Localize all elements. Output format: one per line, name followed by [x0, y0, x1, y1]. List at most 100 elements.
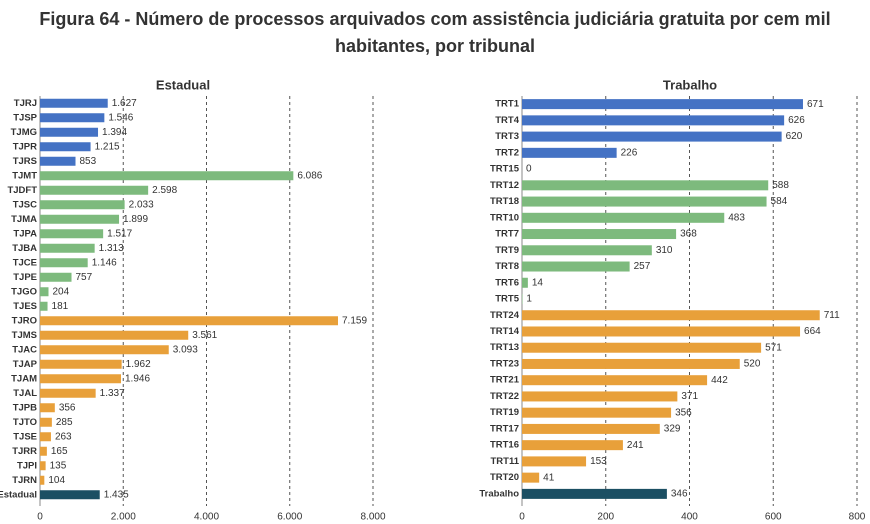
- bar: [522, 229, 677, 240]
- value-label: 1.899: [123, 214, 148, 225]
- bar: [40, 287, 49, 297]
- y-tick-label: TRT9: [495, 245, 519, 256]
- value-label: 671: [807, 99, 824, 110]
- bar: [40, 432, 51, 442]
- bar: [40, 243, 95, 253]
- y-tick-label: Estadual: [0, 489, 37, 500]
- value-label: 1.962: [126, 359, 151, 370]
- value-label: 853: [80, 156, 97, 167]
- x-tick-label: 0: [37, 512, 43, 523]
- bar: [522, 358, 740, 369]
- y-tick-label: TRT14: [490, 326, 520, 337]
- bar: [40, 171, 294, 181]
- bar: [522, 180, 769, 191]
- bar: [522, 342, 762, 353]
- y-tick-label: TJTO: [13, 417, 37, 428]
- x-tick-label: 8.000: [360, 512, 385, 523]
- y-tick-label: Trabalho: [479, 488, 519, 499]
- y-tick-label: TRT17: [490, 423, 519, 434]
- y-tick-label: TJSE: [13, 431, 37, 442]
- y-tick-label: TRT13: [490, 342, 519, 353]
- x-tick-label: 6.000: [277, 512, 302, 523]
- value-label: 584: [771, 196, 788, 207]
- value-label: 483: [728, 212, 745, 223]
- value-label: 0: [526, 164, 532, 175]
- bar: [522, 472, 540, 483]
- x-tick-label: 4.000: [194, 512, 219, 523]
- y-tick-label: TJPB: [13, 402, 37, 413]
- value-label: 14: [532, 277, 544, 288]
- bar: [40, 345, 169, 355]
- y-tick-label: TRT2: [495, 147, 519, 158]
- y-tick-label: TJMS: [12, 330, 37, 341]
- bar: [40, 127, 99, 137]
- value-label: 329: [664, 424, 681, 435]
- y-tick-label: TJRO: [12, 315, 37, 326]
- bar: [522, 196, 767, 207]
- value-label: 257: [634, 261, 651, 272]
- value-label: 1.337: [100, 388, 125, 399]
- bar: [40, 142, 91, 152]
- bar: [522, 375, 708, 386]
- y-tick-label: TJPI: [17, 460, 37, 471]
- y-tick-label: TJAM: [11, 373, 37, 384]
- y-tick-label: TJRS: [13, 156, 37, 167]
- y-tick-label: TRT19: [490, 407, 519, 418]
- y-tick-label: TRT8: [495, 261, 519, 272]
- bar: [40, 156, 76, 166]
- value-label: 263: [55, 431, 72, 442]
- bar: [40, 330, 189, 340]
- bar: [522, 212, 725, 223]
- y-tick-label: TJRR: [12, 446, 37, 457]
- value-label: 442: [711, 375, 728, 386]
- y-tick-label: TJMG: [11, 127, 37, 138]
- value-label: 285: [56, 417, 73, 428]
- bar: [40, 258, 88, 268]
- value-label: 135: [50, 460, 67, 471]
- value-label: 757: [76, 272, 93, 283]
- bar: [522, 99, 803, 110]
- bar: [522, 261, 630, 272]
- y-tick-label: TRT7: [495, 229, 519, 240]
- value-label: 1.546: [108, 112, 133, 123]
- y-tick-label: TRT5: [495, 294, 519, 305]
- value-label: 153: [590, 456, 607, 467]
- value-label: 711: [824, 310, 840, 321]
- y-tick-label: TJDFT: [7, 185, 37, 196]
- bar: [40, 98, 108, 108]
- y-tick-label: TJPR: [13, 141, 37, 152]
- bar: [40, 229, 104, 239]
- bar: [522, 488, 667, 499]
- value-label: 310: [656, 245, 673, 256]
- y-tick-label: TRT18: [490, 196, 519, 207]
- value-label: 664: [804, 326, 821, 337]
- value-label: 1.435: [104, 489, 129, 500]
- bar: [522, 407, 672, 418]
- bar: [40, 446, 47, 456]
- value-label: 520: [744, 359, 761, 370]
- value-label: 3.093: [173, 344, 198, 355]
- value-label: 1.215: [95, 141, 120, 152]
- x-tick-label: 400: [681, 512, 698, 523]
- bar: [40, 461, 46, 471]
- y-tick-label: TRT15: [490, 164, 520, 175]
- value-label: 368: [680, 229, 697, 240]
- bar: [40, 388, 96, 398]
- y-tick-label: TJAL: [13, 388, 37, 399]
- y-tick-label: TJMT: [12, 170, 37, 181]
- value-label: 1.946: [125, 373, 150, 384]
- y-tick-label: TJAC: [12, 344, 37, 355]
- value-label: 3.561: [192, 330, 217, 341]
- y-tick-label: TJPA: [13, 228, 37, 239]
- value-label: 626: [788, 115, 805, 126]
- value-label: 204: [52, 286, 69, 297]
- y-tick-label: TJPE: [13, 272, 37, 283]
- bar: [522, 277, 528, 288]
- bar: [522, 115, 785, 126]
- y-tick-label: TRT6: [495, 277, 519, 288]
- bar: [522, 245, 652, 256]
- y-tick-label: TJGO: [11, 286, 37, 297]
- bar: [522, 423, 660, 434]
- value-label: 346: [671, 489, 688, 500]
